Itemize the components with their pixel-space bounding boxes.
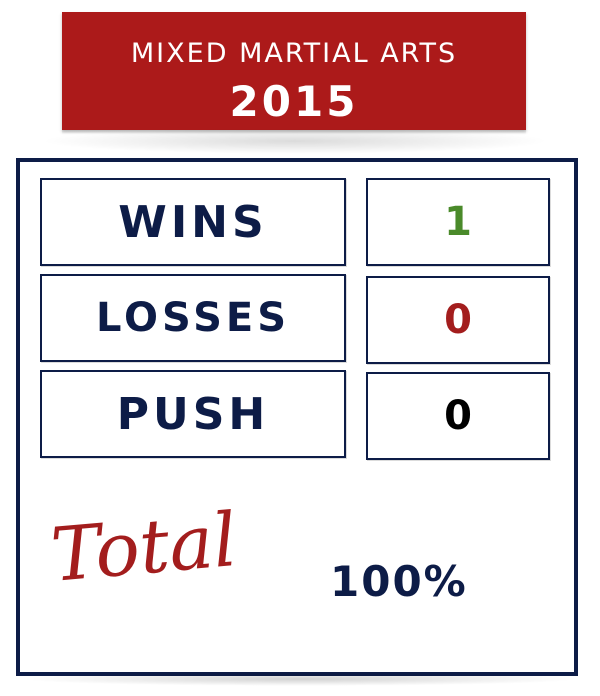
losses-label: LOSSES [95,295,291,341]
push-label: PUSH [116,388,270,440]
push-value-cell: 0 [366,372,550,460]
banner-title: MIXED MARTIAL ARTS [130,38,458,69]
wins-label: WINS [118,196,268,248]
total-value: 100% [330,557,468,606]
losses-label-cell: LOSSES [40,274,346,362]
losses-value-cell: 0 [366,276,550,364]
banner-shadow [40,128,550,154]
total-label: Total [47,496,241,599]
wins-value: 1 [444,199,472,245]
push-value: 0 [444,393,472,439]
board-shadow [20,672,580,686]
banner-year: 2015 [229,77,359,126]
title-banner: MIXED MARTIAL ARTS 2015 [62,12,526,134]
push-label-cell: PUSH [40,370,346,458]
wins-value-cell: 1 [366,178,550,266]
wins-label-cell: WINS [40,178,346,266]
losses-value: 0 [444,297,472,343]
